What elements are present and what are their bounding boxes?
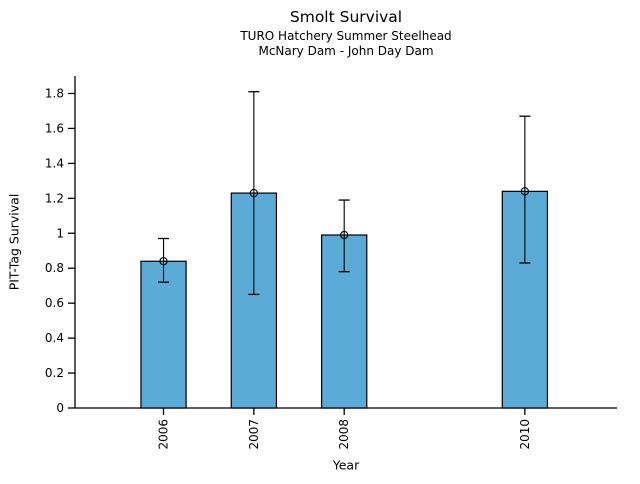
y-axis-label: PIT-Tag Survival bbox=[6, 193, 22, 291]
bar-top-marker bbox=[249, 188, 259, 198]
x-axis-label: Year bbox=[332, 457, 360, 473]
x-tick-label: 2008 bbox=[337, 419, 351, 450]
y-tick-label: 0 bbox=[56, 401, 64, 415]
chart-title: Smolt Survival bbox=[289, 8, 403, 26]
y-tick-label: 0.6 bbox=[45, 296, 64, 310]
bar-top-marker bbox=[340, 230, 349, 240]
y-tick-label: 1.4 bbox=[45, 156, 64, 170]
x-tick-label: 2007 bbox=[247, 419, 261, 450]
bar-top-marker bbox=[520, 187, 530, 196]
bar-top-marker bbox=[159, 257, 168, 266]
chart-subtitle-line2: McNary Dam - John Day Dam bbox=[258, 44, 434, 58]
y-tick-label: 0.2 bbox=[45, 366, 64, 380]
y-tick-label: 1 bbox=[56, 226, 64, 240]
y-tick-label: 1.8 bbox=[45, 86, 64, 100]
y-tick-label: 0.8 bbox=[45, 261, 64, 275]
x-tick-label: 2006 bbox=[157, 419, 171, 450]
chart-subtitle-line1: TURO Hatchery Summer Steelhead bbox=[240, 29, 452, 43]
y-tick-label: 1.6 bbox=[45, 121, 64, 135]
bar bbox=[140, 260, 187, 409]
x-tick-label: 2010 bbox=[518, 419, 532, 450]
y-tick-label: 1.2 bbox=[45, 191, 64, 205]
y-tick-label: 0.4 bbox=[45, 331, 64, 345]
